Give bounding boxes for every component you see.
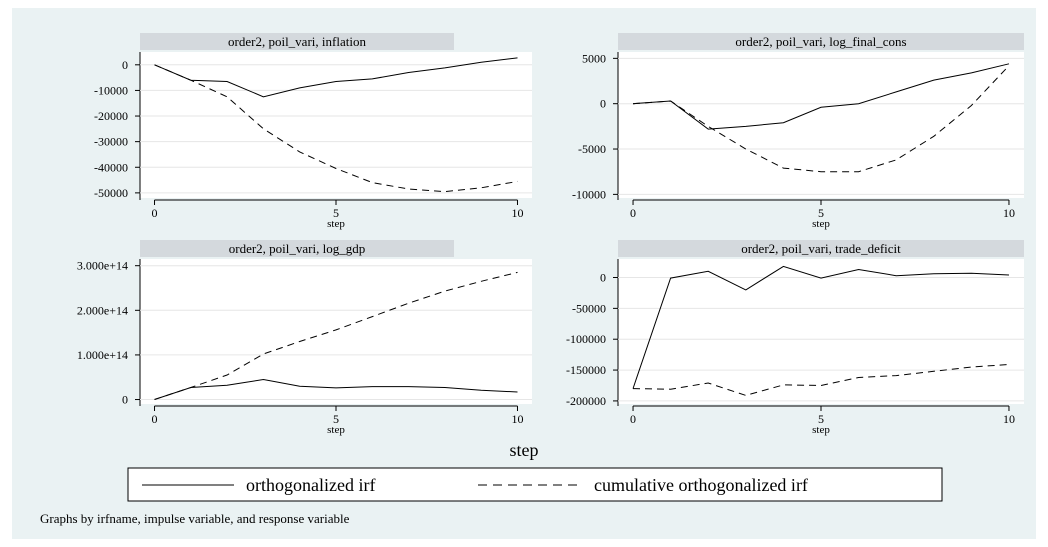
panel-header [618, 33, 1024, 50]
y-tick-label: -50000 [572, 301, 606, 315]
graph-note: Graphs by irfname, impulse variable, and… [40, 511, 350, 526]
y-tick-label: 0 [600, 97, 606, 111]
x-tick-label: 10 [1003, 412, 1015, 426]
y-tick-label: -5000 [578, 142, 606, 156]
y-tick-label: 1.000e+14 [77, 348, 128, 362]
plot-area [140, 259, 532, 404]
x-tick-label: 10 [511, 412, 523, 426]
y-tick-label: 0 [600, 271, 606, 285]
y-tick-label: -200000 [566, 394, 606, 408]
series-line-orthogonalized [632, 265, 1010, 389]
y-tick-label: 5000 [582, 51, 606, 65]
legend-label: orthogonalized irf [246, 475, 375, 495]
x-axis-title: step [327, 424, 345, 436]
panel-header [140, 240, 454, 257]
y-tick-label: 0 [122, 58, 128, 72]
y-tick-label: 0 [122, 393, 128, 407]
y-tick-label: -150000 [566, 363, 606, 377]
x-tick-label: 5 [818, 206, 824, 220]
overall-x-label: step [510, 440, 539, 460]
panel-title: order2, poil_vari, inflation [228, 34, 366, 49]
y-tick-label: -10000 [572, 187, 606, 201]
legend-label: cumulative orthogonalized irf [594, 475, 808, 495]
x-axis-title: step [327, 218, 345, 230]
x-tick-label: 5 [333, 412, 339, 426]
y-tick-label: -20000 [94, 109, 128, 123]
plot-area [618, 52, 1024, 198]
x-tick-label: 10 [511, 206, 523, 220]
series-line-orthogonalized [154, 378, 518, 400]
panel-title: order2, poil_vari, log_gdp [229, 241, 365, 256]
series-line-cumulative [632, 364, 1010, 396]
y-tick-label: -50000 [94, 186, 128, 200]
x-axis-title: step [812, 424, 830, 436]
series-line-orthogonalized [632, 63, 1010, 130]
x-tick-label: 10 [1003, 206, 1015, 220]
series-line-orthogonalized [154, 57, 518, 98]
plot-area [618, 259, 1024, 404]
series-line-cumulative [154, 64, 518, 193]
x-axis-title: step [812, 218, 830, 230]
x-tick-label: 0 [152, 206, 158, 220]
y-tick-label: -10000 [94, 83, 128, 97]
x-tick-label: 0 [630, 206, 636, 220]
x-tick-label: 0 [630, 412, 636, 426]
figure: order2, poil_vari, inflation 0 -10000 -2000… [12, 8, 1036, 539]
x-tick-label: 5 [333, 206, 339, 220]
panel-header [618, 240, 1024, 257]
y-tick-label: 2.000e+14 [77, 303, 128, 317]
panel-header [140, 33, 454, 50]
plot-area [140, 52, 532, 198]
series-line-cumulative [154, 271, 518, 400]
y-tick-label: -40000 [94, 160, 128, 174]
series-line-cumulative [632, 65, 1010, 173]
legend-box [127, 467, 943, 502]
y-tick-label: -100000 [566, 332, 606, 346]
panel-title: order2, poil_vari, trade_deficit [741, 241, 901, 256]
x-tick-label: 0 [152, 412, 158, 426]
panel-title: order2, poil_vari, log_final_cons [735, 34, 906, 49]
x-tick-label: 5 [818, 412, 824, 426]
y-tick-label: 3.000e+14 [77, 259, 128, 273]
y-tick-label: -30000 [94, 135, 128, 149]
chart-canvas: order2, poil_vari, inflation 0 -10000 -2000… [77, 33, 1024, 502]
